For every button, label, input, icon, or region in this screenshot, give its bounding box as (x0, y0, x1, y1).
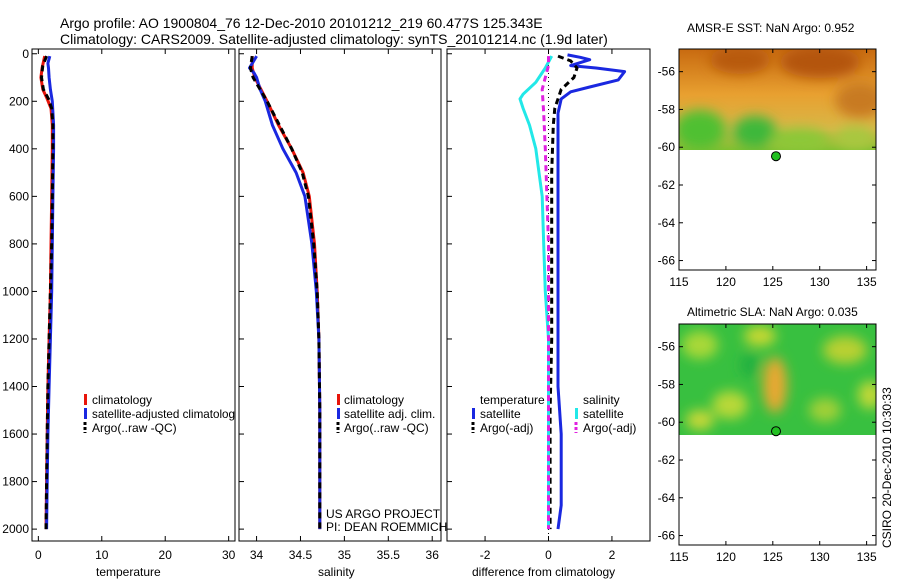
legend-label-sal-argo: Argo(-adj) (583, 421, 636, 435)
lat-tick-label: -60 (658, 415, 676, 429)
sla-field (679, 324, 876, 435)
temperature-legend: climatology satellite-adjusted climatolo… (83, 393, 235, 435)
salinity-axis-label: salinity (318, 565, 355, 579)
legend-swatch-temp-satellite (472, 408, 475, 419)
series-line-salinity-argo-adj- (540, 56, 550, 530)
depth-tick-label: 800 (9, 237, 29, 251)
x-tick-label: 34.5 (289, 548, 313, 562)
legend-label-satellite-adj: satellite adj. clim. (344, 407, 435, 421)
depth-tick-label: 400 (9, 142, 29, 156)
series-line-climatology (250, 56, 322, 530)
lon-tick-label: 135 (857, 275, 877, 289)
x-tick-label: -2 (480, 548, 491, 562)
difference-axis-label: difference from climatology (472, 565, 615, 579)
difference-legend: temperature satellite Argo(-adj) salinit… (471, 393, 636, 435)
argo-position-marker (771, 426, 781, 437)
figure-title-line1: Argo profile: AO 1900804_76 12-Dec-2010 … (60, 15, 543, 31)
legend-label-climatology: climatology (92, 393, 152, 407)
sst-field (679, 49, 876, 150)
depth-tick-label: 1200 (2, 332, 29, 346)
legend-label-sal-satellite: satellite (583, 407, 624, 421)
x-tick-label: 10 (95, 548, 109, 562)
lat-tick-label: -58 (658, 102, 676, 116)
temperature-panel: 0 200 400 600 800 1000 1200 1400 1600 1800 2000 0 1… (2, 47, 235, 579)
depth-tick-label: 200 (9, 94, 29, 108)
legend-swatch-satellite-adj (337, 408, 340, 419)
lat-tick-label: -64 (658, 216, 676, 230)
x-tick-label: 0 (35, 548, 42, 562)
lon-tick-label: 130 (810, 550, 830, 564)
lon-tick-label: 115 (669, 275, 688, 289)
figure-title-line2: Climatology: CARS2009. Satellite-adjuste… (60, 31, 608, 47)
legend-label-climatology: climatology (344, 393, 404, 407)
sla-map-frame (678, 323, 877, 546)
legend-title-temperature: temperature (480, 393, 545, 407)
depth-tick-label: 1600 (2, 427, 29, 441)
salinity-panel-frame (238, 48, 442, 542)
legend-swatch-sal-satellite (575, 408, 578, 419)
salinity-panel: 34 34.5 35 35.5 36 salinity climatology sate… (238, 48, 447, 579)
difference-panel: -2 0 2 difference from climatology tempera… (446, 48, 651, 579)
x-tick-label: 2 (609, 548, 616, 562)
depth-tick-label: 1000 (2, 284, 29, 298)
x-tick-label: 0 (545, 548, 552, 562)
series-line-argo-raw-qc- (248, 55, 322, 530)
lon-tick-label: 125 (763, 275, 783, 289)
x-tick-label: 34 (250, 548, 264, 562)
credit-pi: PI: DEAN ROEMMICH (326, 520, 447, 534)
depth-tick-label: 1400 (2, 380, 29, 394)
lat-tick-label: -64 (658, 491, 676, 505)
depth-tick-label: 600 (9, 189, 29, 203)
x-tick-label: 30 (222, 548, 236, 562)
sst-map-title: AMSR-E SST: NaN Argo: 0.952 (687, 21, 855, 35)
lat-tick-label: -56 (658, 65, 676, 79)
argo-position-marker (771, 151, 781, 162)
legend-label-temp-satellite: satellite (480, 407, 521, 421)
series-line-satellite-adj-clim- (248, 55, 322, 530)
legend-swatch-satellite-adj (84, 408, 87, 419)
lat-tick-label: -60 (658, 140, 676, 154)
series-line-satellite-adjusted-climatolog (45, 55, 56, 530)
temperature-panel-frame (31, 48, 236, 542)
legend-label-argo: Argo(..raw -QC) (92, 421, 177, 435)
series-line-temperature-satellite (556, 53, 627, 530)
legend-label-temp-argo: Argo(-adj) (480, 421, 533, 435)
depth-tick-label: 0 (22, 47, 29, 61)
lat-tick-label: -66 (658, 529, 676, 543)
lon-tick-label: 115 (669, 550, 688, 564)
x-tick-label: 20 (159, 548, 173, 562)
temperature-axis-label: temperature (96, 565, 161, 579)
sla-map-title: Altimetric SLA: NaN Argo: 0.035 (687, 305, 858, 319)
x-tick-label: 35.5 (377, 548, 401, 562)
lat-tick-label: -58 (658, 377, 676, 391)
lon-tick-label: 125 (763, 550, 783, 564)
x-tick-label: 36 (426, 548, 440, 562)
series-line-salinity-satellite (518, 55, 554, 530)
lon-tick-label: 120 (716, 275, 736, 289)
legend-swatch-climatology (337, 394, 340, 405)
lat-tick-label: -66 (658, 254, 676, 268)
salinity-legend: climatology satellite adj. clim. Argo(..… (336, 393, 435, 435)
lon-tick-label: 135 (857, 550, 877, 564)
legend-label-satellite-adj: satellite-adjusted climatolog (92, 407, 235, 421)
lat-tick-label: -56 (658, 340, 676, 354)
credit-project: US ARGO PROJECT (326, 507, 441, 521)
legend-label-argo: Argo(..raw -QC) (344, 421, 429, 435)
sst-map-panel: AMSR-E SST: NaN Argo: 0.952 -56 -58 -60 -62… (658, 21, 877, 289)
side-timestamp: CSIRO 20-Dec-2010 10:30:33 (880, 387, 894, 548)
lon-tick-label: 130 (810, 275, 830, 289)
lat-tick-label: -62 (658, 178, 676, 192)
legend-title-salinity: salinity (583, 393, 620, 407)
depth-tick-label: 2000 (2, 522, 29, 536)
lon-tick-label: 120 (716, 550, 736, 564)
depth-tick-label: 1800 (2, 475, 29, 489)
sst-map-frame (678, 48, 877, 271)
sla-map-panel: Altimetric SLA: NaN Argo: 0.035 -56 -58 -6… (658, 305, 877, 564)
lat-tick-label: -62 (658, 453, 676, 467)
series-line-temperature-argo-adj- (548, 54, 579, 530)
x-tick-label: 35 (338, 548, 352, 562)
legend-swatch-climatology (84, 394, 87, 405)
